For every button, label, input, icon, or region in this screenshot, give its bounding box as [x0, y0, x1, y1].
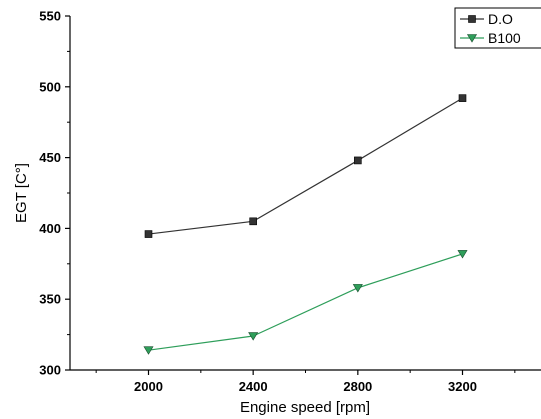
- legend-label: D.O: [488, 11, 513, 27]
- data-point: [457, 250, 468, 259]
- y-tick-label: 500: [39, 79, 61, 94]
- legend-marker: [466, 34, 478, 43]
- y-tick-label: 450: [39, 150, 61, 165]
- data-point: [248, 332, 259, 341]
- legend-box: [454, 7, 541, 49]
- legend-entry: B100: [460, 30, 521, 46]
- x-ticks: 2000 2400 2800 3200: [95, 370, 516, 394]
- x-tick-label: 2800: [343, 379, 372, 394]
- legend-marker: [468, 15, 476, 23]
- y-tick-label: 400: [39, 221, 61, 236]
- y-tick-label: 350: [39, 292, 61, 307]
- axes: 300 350 400 450 500 550 2000 2400 2800 3200: [39, 9, 541, 394]
- data-point: [144, 230, 153, 238]
- series-line: [148, 253, 463, 351]
- series-line: [148, 97, 463, 235]
- series-d-o: [144, 94, 467, 238]
- data-point: [354, 156, 362, 165]
- series-layer: [143, 94, 468, 355]
- series-b100: [143, 250, 468, 355]
- data-point: [249, 217, 257, 226]
- y-tick-label: 300: [39, 363, 61, 378]
- x-axis-title: Engine speed [rpm]: [240, 399, 370, 416]
- legend: D.O B100: [454, 7, 541, 49]
- y-tick-label: 550: [39, 9, 61, 24]
- legend-label: B100: [488, 30, 521, 46]
- legend-entry: D.O: [460, 11, 513, 27]
- x-tick-label: 3200: [448, 379, 477, 394]
- data-point: [458, 94, 467, 102]
- x-tick-label: 2400: [239, 379, 268, 394]
- y-axis-title: EGT [C°]: [13, 163, 30, 223]
- legend-entries: D.O B100: [460, 11, 521, 46]
- x-tick-label: 2000: [134, 379, 163, 394]
- data-point: [143, 346, 154, 355]
- y-ticks: 300 350 400 450 500 550: [39, 9, 70, 378]
- data-point: [352, 284, 363, 293]
